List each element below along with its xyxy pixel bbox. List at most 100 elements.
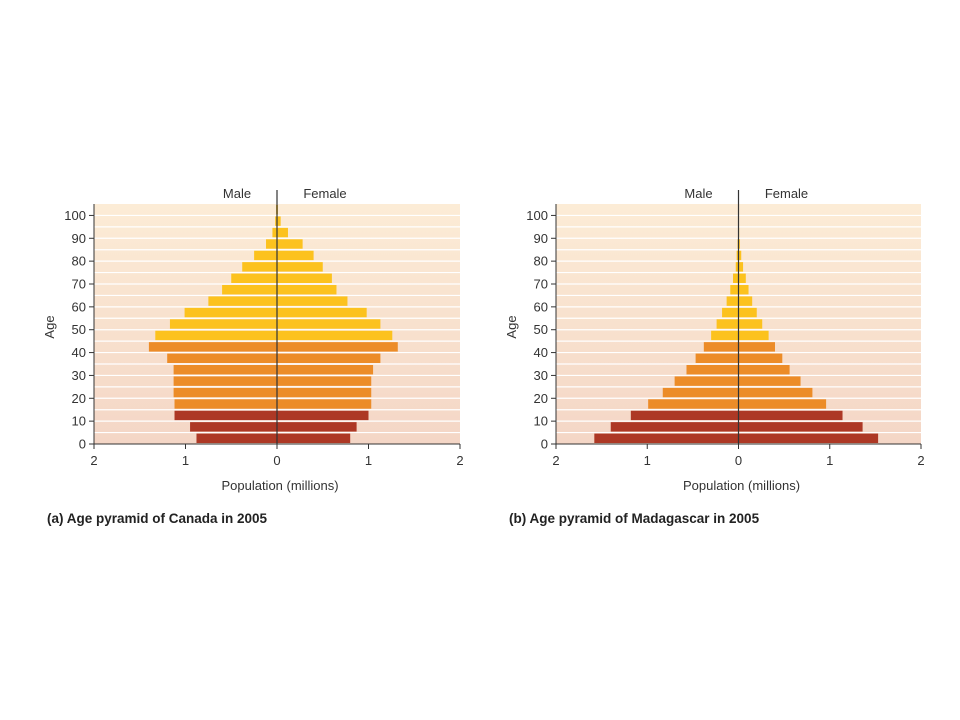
bar-female-85-89 — [277, 239, 303, 249]
bar-male-70-74 — [733, 273, 739, 283]
bar-male-0-4 — [594, 433, 739, 443]
bar-male-85-89 — [266, 239, 277, 249]
bar-male-35-39 — [167, 353, 277, 363]
bar-female-25-29 — [277, 376, 372, 386]
bar-male-30-34 — [173, 365, 277, 375]
x-tick-label: 2 — [552, 453, 559, 468]
bar-female-30-34 — [738, 365, 790, 375]
x-tick-label: 1 — [644, 453, 651, 468]
x-axis-label: Population (millions) — [221, 478, 338, 493]
bar-female-60-64 — [277, 296, 348, 306]
bar-female-65-69 — [277, 285, 337, 295]
bar-female-10-14 — [738, 410, 843, 421]
chart-caption: (a) Age pyramid of Canada in 2005 — [47, 511, 268, 526]
bar-female-5-9 — [277, 422, 357, 432]
bar-female-80-84 — [277, 250, 314, 261]
bar-female-60-64 — [738, 296, 753, 306]
y-tick-label: 40 — [72, 345, 86, 360]
bar-female-50-54 — [738, 319, 763, 329]
y-tick-label: 20 — [72, 391, 86, 406]
bar-male-40-44 — [148, 342, 277, 352]
y-tick-label: 90 — [72, 231, 86, 246]
x-tick-label: 1 — [826, 453, 833, 468]
bar-male-40-44 — [703, 342, 739, 352]
bar-male-60-64 — [726, 296, 739, 306]
bar-female-95-99 — [277, 216, 281, 226]
bar-male-95-99 — [275, 216, 277, 226]
y-tick-label: 10 — [534, 414, 548, 429]
bar-male-50-54 — [169, 319, 277, 329]
y-tick-label: 60 — [534, 299, 548, 314]
bar-female-15-19 — [738, 399, 827, 409]
bar-female-50-54 — [277, 319, 381, 329]
bar-female-85-89 — [738, 239, 740, 249]
bar-male-70-74 — [231, 273, 277, 283]
bar-female-90-94 — [277, 227, 288, 238]
bar-male-5-9 — [190, 422, 277, 432]
x-tick-label: 1 — [182, 453, 189, 468]
male-label: Male — [223, 186, 251, 201]
bar-male-30-34 — [686, 365, 739, 375]
bar-male-25-29 — [173, 376, 277, 386]
x-tick-label: 0 — [735, 453, 742, 468]
bar-female-40-44 — [738, 342, 775, 352]
y-tick-label: 80 — [534, 254, 548, 269]
bar-female-20-24 — [738, 387, 813, 398]
bar-male-10-14 — [174, 410, 277, 421]
bar-female-30-34 — [277, 365, 374, 375]
bars — [148, 205, 398, 443]
bar-female-45-49 — [277, 330, 393, 341]
bar-male-75-79 — [735, 262, 739, 272]
y-tick-label: 100 — [64, 208, 86, 223]
bar-male-80-84 — [736, 250, 739, 261]
bar-male-80-84 — [254, 250, 277, 261]
y-tick-label: 70 — [534, 277, 548, 292]
bar-female-80-84 — [738, 250, 742, 261]
x-tick-label: 2 — [90, 453, 97, 468]
x-tick-label: 2 — [917, 453, 924, 468]
bar-male-60-64 — [208, 296, 277, 306]
y-axis-label: Age — [42, 315, 57, 338]
bar-male-55-59 — [184, 307, 277, 318]
x-axis-label: Population (millions) — [683, 478, 800, 493]
y-tick-label: 0 — [541, 437, 548, 452]
y-tick-label: 70 — [72, 277, 86, 292]
female-label: Female — [303, 186, 346, 201]
bar-male-5-9 — [610, 422, 739, 432]
bar-female-0-4 — [277, 433, 351, 443]
bar-female-55-59 — [738, 307, 757, 318]
y-tick-label: 0 — [79, 437, 86, 452]
bar-male-25-29 — [674, 376, 739, 386]
y-tick-label: 100 — [526, 208, 548, 223]
y-tick-label: 80 — [72, 254, 86, 269]
bar-female-10-14 — [277, 410, 369, 421]
bar-female-15-19 — [277, 399, 372, 409]
y-tick-label: 60 — [72, 299, 86, 314]
bar-male-75-79 — [242, 262, 277, 272]
bar-male-45-49 — [711, 330, 739, 341]
bar-female-0-4 — [738, 433, 879, 443]
bar-female-75-79 — [277, 262, 323, 272]
bar-female-55-59 — [277, 307, 367, 318]
bar-female-20-24 — [277, 387, 372, 398]
y-tick-label: 30 — [72, 368, 86, 383]
x-tick-label: 0 — [273, 453, 280, 468]
bar-male-65-69 — [222, 285, 277, 295]
y-tick-label: 20 — [534, 391, 548, 406]
female-label: Female — [765, 186, 808, 201]
bar-female-25-29 — [738, 376, 801, 386]
chart-caption: (b) Age pyramid of Madagascar in 2005 — [509, 511, 760, 526]
bar-male-55-59 — [722, 307, 739, 318]
bar-male-0-4 — [196, 433, 277, 443]
bar-female-5-9 — [738, 422, 863, 432]
bar-female-70-74 — [738, 273, 746, 283]
bar-female-70-74 — [277, 273, 332, 283]
y-tick-label: 50 — [72, 322, 86, 337]
y-tick-label: 40 — [534, 345, 548, 360]
bar-female-65-69 — [738, 285, 749, 295]
